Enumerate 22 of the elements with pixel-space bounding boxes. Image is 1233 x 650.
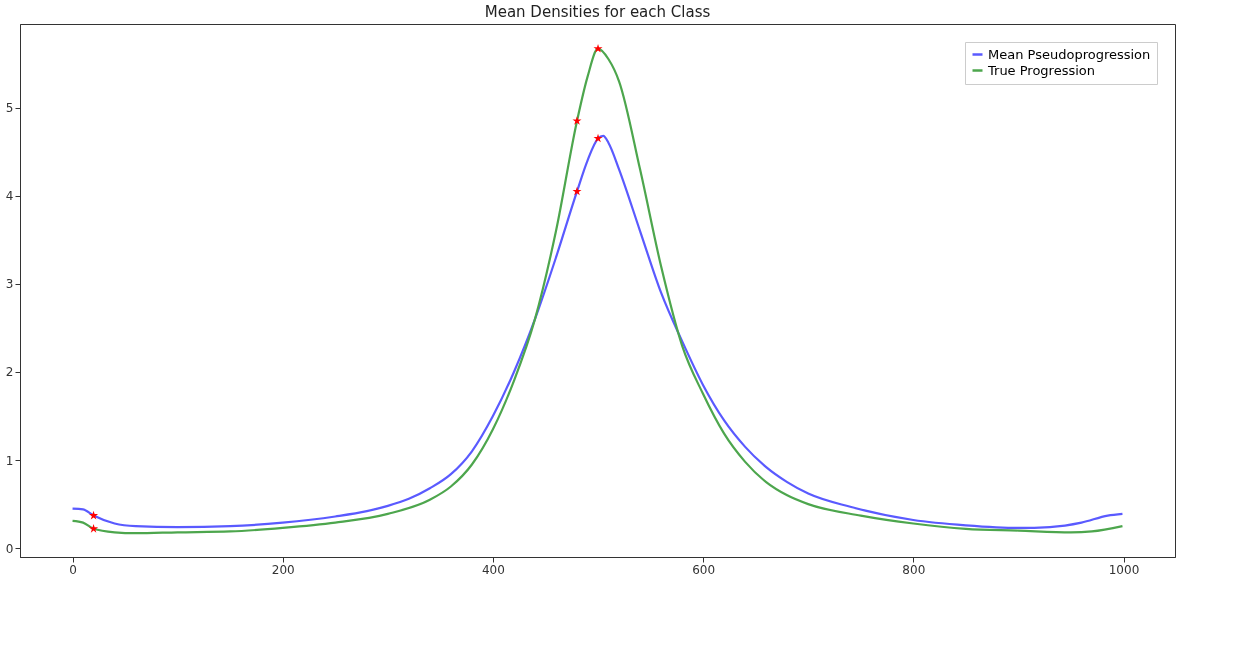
line-series xyxy=(71,134,1124,530)
point xyxy=(593,43,603,53)
point xyxy=(89,524,99,533)
y-tick-label: 5 xyxy=(5,101,14,116)
legend-label: Mean Pseudoprogression xyxy=(988,46,1151,62)
legend-label: True Progression xyxy=(987,62,1096,78)
y-tick-label: 0 xyxy=(5,541,14,556)
x-tick-label: 200 xyxy=(271,562,295,577)
x-tick-label: 0 xyxy=(69,562,77,577)
x-tick-label: 600 xyxy=(692,562,716,577)
point xyxy=(572,186,582,196)
point xyxy=(572,116,582,125)
x-tick-label: 400 xyxy=(481,562,505,577)
y-tick-label: 1 xyxy=(5,453,14,468)
chart-title: Mean Densities for each Class xyxy=(484,3,711,21)
y-tick-label: 3 xyxy=(5,277,14,292)
point xyxy=(89,510,99,520)
y-tick-label: 4 xyxy=(5,189,14,204)
point xyxy=(593,133,603,143)
x-tick-label: 1000 xyxy=(1108,562,1140,577)
x-tick-label: 800 xyxy=(902,562,926,577)
y-tick-label: 2 xyxy=(5,365,14,380)
